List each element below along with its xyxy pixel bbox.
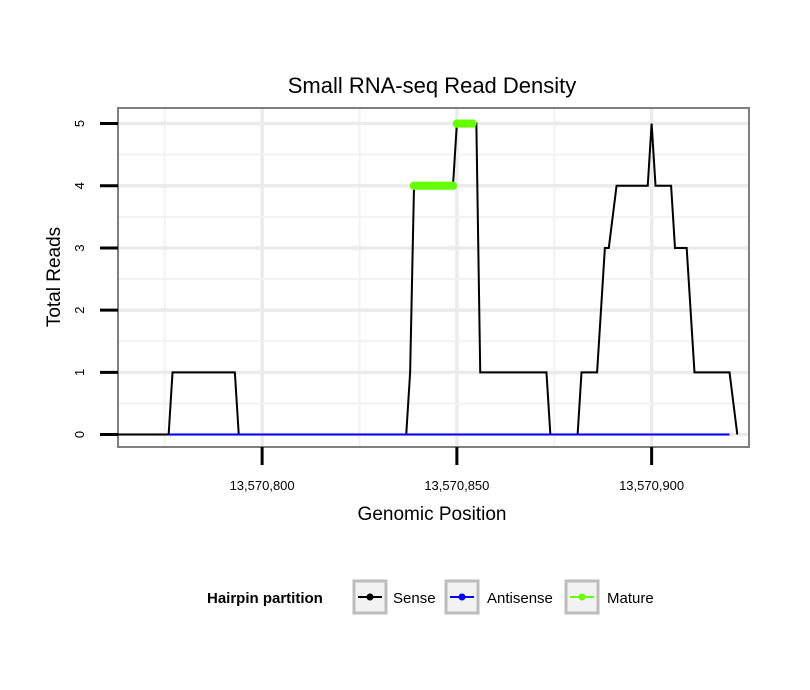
- y-tick-label: 0: [72, 431, 87, 438]
- series-layer: [118, 119, 739, 436]
- legend-key-dot-mature: [578, 593, 586, 601]
- chart-title: Small RNA-seq Read Density: [288, 73, 577, 98]
- x-tick-label: 13,570,900: [619, 478, 684, 493]
- legend-label-antisense: Antisense: [487, 590, 553, 607]
- legend-key-dot-antisense: [458, 593, 466, 601]
- legend-item-sense: Sense: [352, 579, 436, 615]
- legend-item-antisense: Antisense: [444, 579, 553, 615]
- legend-key-dot-sense: [366, 593, 374, 601]
- y-tick-label: 4: [72, 182, 87, 189]
- series-mature: [409, 119, 477, 190]
- legend-label-sense: Sense: [393, 590, 436, 607]
- legend-title: Hairpin partition: [207, 590, 323, 607]
- x-tick-label: 13,570,850: [424, 478, 489, 493]
- plot-panel: [117, 107, 750, 448]
- legend: Hairpin partition Sense Antisense Mature: [207, 579, 654, 615]
- y-axis: 0 1 2 3 4 5: [72, 120, 118, 438]
- x-axis: 13,570,800 13,570,850 13,570,900: [230, 447, 684, 493]
- y-axis-title: Total Reads: [44, 227, 65, 327]
- legend-entries: Sense Antisense Mature: [352, 579, 654, 615]
- y-tick-label: 2: [72, 307, 87, 314]
- x-axis-title: Genomic Position: [358, 504, 507, 525]
- legend-item-mature: Mature: [564, 579, 654, 615]
- legend-label-mature: Mature: [607, 590, 654, 607]
- y-tick-label: 3: [72, 244, 87, 251]
- x-tick-label: 13,570,800: [230, 478, 295, 493]
- y-tick-label: 5: [72, 120, 87, 127]
- y-tick-label: 1: [72, 369, 87, 376]
